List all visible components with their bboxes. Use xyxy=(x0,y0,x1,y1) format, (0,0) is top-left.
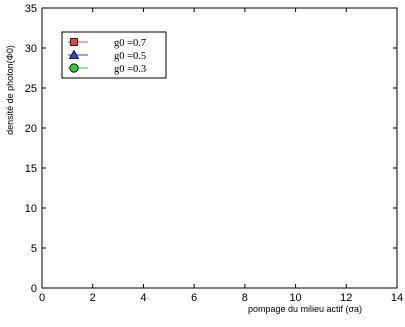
x-tick-label: 10 xyxy=(289,292,301,304)
y-tick-label: 15 xyxy=(25,163,37,175)
x-axis-title: pompage du milieu actif (σa) xyxy=(248,304,362,314)
x-tick-label: 0 xyxy=(39,292,45,304)
x-tick-label: 14 xyxy=(391,292,403,304)
y-tick-label: 35 xyxy=(25,3,37,15)
legend-label-3: g0 =0.3 xyxy=(114,64,146,75)
legend-label-2: g0 =0.5 xyxy=(114,51,146,62)
y-axis-title: densité de photon(Φ0) xyxy=(5,45,15,135)
x-tick-label: 2 xyxy=(90,292,96,304)
y-tick-label: 10 xyxy=(25,203,37,215)
legend-marker-3 xyxy=(69,63,79,73)
x-tick-label: 4 xyxy=(140,292,146,304)
x-tick-label: 8 xyxy=(242,292,248,304)
y-tick-label: 25 xyxy=(25,83,37,95)
legend-marker-2 xyxy=(68,49,80,59)
legend-label-1: g0 =0.7 xyxy=(114,38,146,49)
y-tick-label: 30 xyxy=(25,43,37,55)
legend-marker-1 xyxy=(70,38,78,46)
y-tick-label: 5 xyxy=(31,243,37,255)
y-tick-label: 0 xyxy=(31,283,37,295)
y-tick-label: 20 xyxy=(25,123,37,135)
x-tick-label: 6 xyxy=(191,292,197,304)
x-tick-label: 12 xyxy=(340,292,352,304)
legend: g0 =0.7 g0 =0.5 g0 =0.3 xyxy=(61,31,167,79)
